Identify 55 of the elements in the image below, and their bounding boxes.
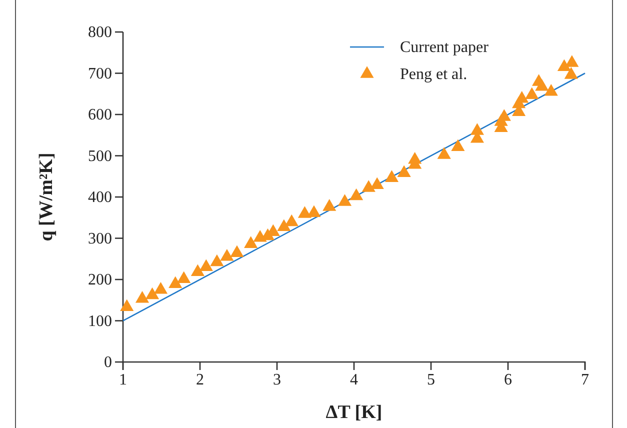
point: [525, 87, 539, 100]
y-tick-label: 200: [88, 272, 112, 289]
x-tick-label: 6: [504, 371, 512, 388]
point: [397, 165, 411, 177]
point: [154, 282, 168, 294]
point: [298, 206, 312, 218]
x-tick-label: 7: [581, 371, 589, 388]
point: [307, 205, 321, 218]
point: [322, 199, 336, 211]
point: [145, 287, 160, 300]
point: [284, 214, 298, 226]
legend-label: Peng et al.: [400, 66, 468, 83]
point: [135, 291, 150, 303]
point: [370, 177, 384, 189]
point: [384, 170, 399, 182]
x-tick-label: 2: [196, 371, 204, 388]
point: [451, 139, 465, 152]
x-tick-label: 3: [273, 371, 281, 388]
point: [210, 254, 224, 266]
point: [544, 84, 558, 96]
point: [230, 245, 244, 258]
point: [244, 236, 258, 248]
point: [470, 123, 484, 135]
x-tick-label: 1: [119, 371, 127, 388]
point: [408, 152, 422, 164]
point: [437, 147, 451, 159]
point: [564, 67, 578, 79]
y-tick-label: 500: [88, 148, 112, 165]
point: [362, 180, 376, 192]
point: [338, 194, 352, 206]
point: [515, 90, 529, 103]
y-tick-label: 100: [88, 312, 112, 330]
x-tick-label: 4: [350, 371, 358, 388]
point: [199, 259, 213, 272]
x-tick-label: 5: [427, 371, 435, 388]
y-tick-label: 300: [88, 230, 112, 248]
point: [177, 271, 191, 284]
point: [190, 264, 204, 276]
point: [168, 276, 182, 288]
point: [535, 79, 549, 91]
y-tick-label: 0: [104, 354, 112, 372]
point: [497, 109, 511, 121]
y-tick-label: 700: [88, 65, 112, 82]
x-axis-title: ΔT [K]: [326, 402, 382, 423]
point: [350, 188, 364, 200]
legend-label: Current paper: [400, 39, 490, 56]
point: [277, 219, 291, 232]
y-axis-title: q [W/m²K]: [36, 152, 57, 242]
point: [557, 59, 572, 71]
point: [565, 55, 579, 67]
point: [220, 248, 234, 261]
point: [120, 299, 134, 312]
y-tick-label: 800: [88, 24, 112, 42]
y-tick-label: 600: [88, 106, 112, 124]
y-tick-label: 400: [88, 189, 112, 206]
